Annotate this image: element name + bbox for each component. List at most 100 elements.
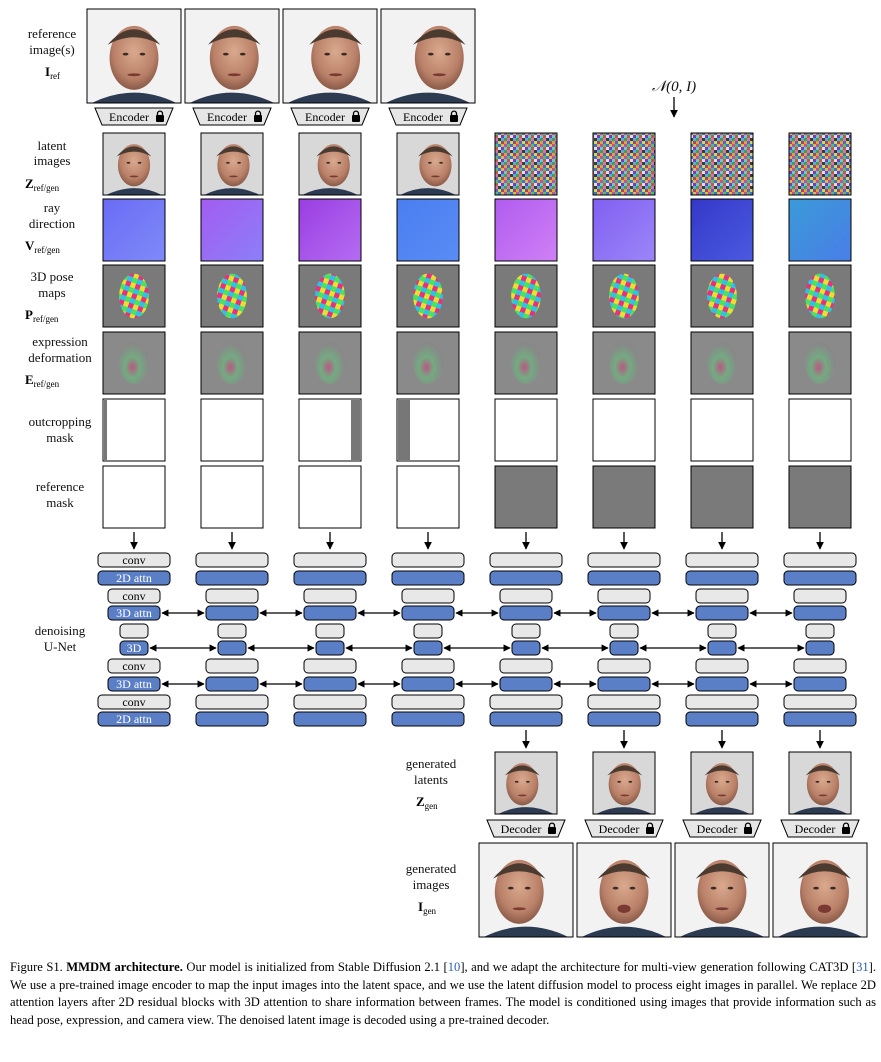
- conv-mid-2: [217, 623, 247, 639]
- refmask-cell-2: [200, 465, 264, 529]
- attn2d-up-block: [391, 711, 465, 727]
- eye-left: [122, 52, 129, 56]
- attn2d-down-6: [587, 570, 661, 586]
- row-label-reference-line1: reference: [28, 26, 77, 41]
- attn3d-mid-8: [805, 640, 835, 656]
- image-frame: [690, 132, 754, 196]
- outcrop-strip: [104, 400, 107, 460]
- conv-mid-8: [805, 623, 835, 639]
- refmask-cell-5: [494, 465, 558, 529]
- image-frame: [788, 132, 852, 196]
- conv-up-1-3: [303, 658, 357, 674]
- attn2d-down-block: [783, 570, 857, 586]
- shirt-shape: [777, 926, 863, 937]
- mouth: [620, 794, 630, 797]
- attn2d-up-block: [293, 711, 367, 727]
- refmask-cell-7: [690, 465, 754, 529]
- image-frame: [576, 842, 672, 938]
- shirt-shape: [385, 92, 471, 103]
- encoder-1: Encoder: [94, 107, 174, 126]
- caption-citation-1[interactable]: 10: [447, 960, 461, 974]
- shirt-shape: [106, 188, 162, 195]
- mouth: [517, 794, 527, 797]
- row-symbol-reference: Iref: [45, 64, 60, 81]
- attn2d-down-block: [195, 570, 269, 586]
- attn3d-down-2: [205, 605, 259, 621]
- caption-citation-2[interactable]: 31: [856, 960, 869, 974]
- attn2d-up-6: [587, 711, 661, 727]
- row-label-reference-line2: image(s): [29, 42, 74, 57]
- face-shape: [608, 763, 641, 806]
- attn3d-down-4: [401, 605, 455, 621]
- conv-down-1-8: [783, 552, 857, 568]
- conv-mid-block: [511, 623, 541, 639]
- pose-cell-2: [200, 264, 264, 328]
- pose-checker-head: [805, 273, 835, 319]
- expression-blob: [119, 341, 149, 385]
- generated-image-cell-8: [772, 842, 868, 938]
- row-label-unet-line1: denoising: [35, 623, 86, 638]
- caption-title: MMDM architecture.: [66, 960, 183, 974]
- image-frame: [494, 132, 558, 196]
- image-frame: [396, 132, 460, 196]
- shirt-shape: [596, 807, 652, 814]
- decoder-8: Decoder: [780, 819, 860, 838]
- face-shape: [311, 25, 361, 90]
- conv-up-1-5: [499, 658, 553, 674]
- decoder-6: Decoder: [584, 819, 664, 838]
- noise-image: [691, 133, 753, 195]
- shirt-shape: [694, 807, 750, 814]
- row-label-gen-latents-line2: latents: [414, 772, 448, 787]
- attn2d-up-block: [587, 711, 661, 727]
- conv-down-1-block: [489, 552, 563, 568]
- expression-cell-2: [200, 331, 264, 395]
- reference-mask: [200, 465, 264, 529]
- conv-down-2-block: [499, 588, 553, 604]
- pose-checker-head: [217, 273, 247, 319]
- mouth: [227, 73, 241, 77]
- latent-cell-5: [494, 132, 558, 196]
- expression-blob: [217, 341, 247, 385]
- ray-direction-map: [200, 198, 264, 262]
- ray-direction-map: [690, 198, 754, 262]
- lock-body: [254, 115, 262, 122]
- eye-right: [526, 780, 530, 783]
- attn2d-up-block: [489, 711, 563, 727]
- attn3d-down-block: [597, 605, 651, 621]
- generated-latent-cell-5: [494, 751, 558, 815]
- mouth: [329, 175, 339, 178]
- outcrop-cell-2: [200, 398, 264, 462]
- conv-up-2-block: [195, 694, 269, 710]
- row-symbol-expression: Eref/gen: [25, 372, 60, 389]
- conv-up-1-block: [695, 658, 749, 674]
- row-symbol-gen-latents: Zgen: [416, 794, 438, 811]
- attn2d-down-label: 2D attn: [116, 571, 152, 585]
- lock-icon: [254, 110, 262, 122]
- conv-down-2-7: [695, 588, 749, 604]
- eye-left: [813, 886, 819, 890]
- conv-up-1-block: [597, 658, 651, 674]
- attn2d-down-3: [293, 570, 367, 586]
- conv-up-2-4: [391, 694, 465, 710]
- eye-right: [725, 780, 730, 783]
- attn2d-up-8: [783, 711, 857, 727]
- decoder-label: Decoder: [501, 822, 542, 836]
- mouth: [431, 175, 440, 178]
- conv-up-2-7: [685, 694, 759, 710]
- conv-up-2-6: [587, 694, 661, 710]
- reference-cell-4: [380, 8, 476, 104]
- ray-cell-4: [396, 198, 460, 262]
- pose-cell-7: [690, 264, 754, 328]
- conv-mid-4: [413, 623, 443, 639]
- attn3d-up-1: 3D attn: [107, 676, 161, 692]
- attn3d-up-block: [205, 676, 259, 692]
- conv-mid-6: [609, 623, 639, 639]
- attn2d-up-block: [97, 711, 171, 727]
- hair-shape: [704, 765, 740, 776]
- refmask-cell-8: [788, 465, 852, 529]
- hair-shape: [316, 146, 352, 157]
- refmask-cell-1: [102, 465, 166, 529]
- attn2d-up-5: [489, 711, 563, 727]
- image-frame: [592, 132, 656, 196]
- decoder-label: Decoder: [795, 822, 836, 836]
